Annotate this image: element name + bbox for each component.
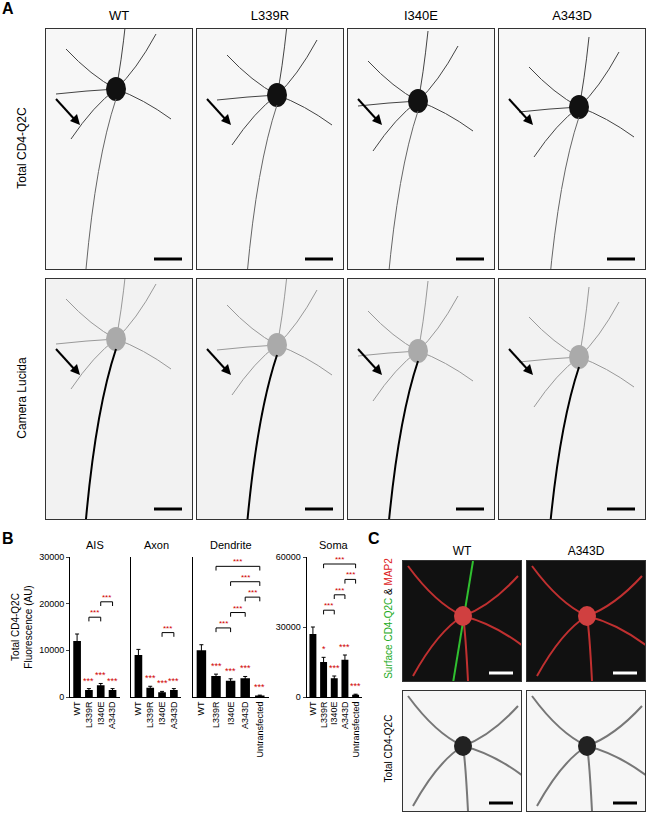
svg-text:WT: WT <box>72 701 82 715</box>
html-text:MAP2: MAP2 <box>382 558 394 586</box>
svg-text:L339R: L339R <box>319 701 329 728</box>
svg-text:L339R: L339R <box>84 701 94 728</box>
html-text:WT: WT <box>452 544 472 558</box>
svg-text:AIS: AIS <box>86 539 104 551</box>
svg-text:***: *** <box>233 557 242 566</box>
svg-text:***: *** <box>157 678 168 688</box>
html-text:A343D: A343D <box>552 8 592 23</box>
html-text:Total CD4-Q2C: Total CD4-Q2C <box>382 714 394 783</box>
svg-text:***: *** <box>329 663 340 673</box>
svg-text:L339R: L339R <box>145 701 155 728</box>
svg-text:WT: WT <box>133 701 143 715</box>
svg-text:***: *** <box>168 676 179 686</box>
svg-text:***: *** <box>241 573 250 582</box>
svg-text:60000: 60000 <box>276 552 301 562</box>
svg-text:***: *** <box>107 676 118 686</box>
html-text:I340E: I340E <box>404 8 438 23</box>
svg-text:I340E: I340E <box>329 702 339 726</box>
svg-text:***: *** <box>163 624 172 633</box>
svg-text:***: *** <box>339 642 350 652</box>
svg-text:30000: 30000 <box>39 552 64 562</box>
svg-text:Untransfected: Untransfected <box>255 702 265 758</box>
svg-text:10000: 10000 <box>39 645 64 655</box>
svg-text:***: *** <box>225 666 236 676</box>
svg-text:Axon: Axon <box>144 539 169 551</box>
html-text:Camera Lucida: Camera Lucida <box>15 357 29 439</box>
svg-text:L339R: L339R <box>211 701 221 728</box>
svg-text:Total CD4-Q2CFluorescence (AU): Total CD4-Q2CFluorescence (AU) <box>10 585 34 668</box>
svg-text:***: *** <box>211 661 222 671</box>
svg-text:30000: 30000 <box>276 622 301 632</box>
svg-text:A343D: A343D <box>169 701 179 729</box>
svg-text:Soma: Soma <box>319 539 349 551</box>
svg-text:***: *** <box>335 555 344 564</box>
svg-text:***: *** <box>346 570 355 579</box>
svg-text:***: *** <box>335 586 344 595</box>
svg-text:***: *** <box>254 682 265 692</box>
html-text:A343D: A343D <box>567 544 605 558</box>
svg-text:A343D: A343D <box>240 701 250 729</box>
html-text:L339R: L339R <box>250 8 290 23</box>
html-text:C: C <box>368 530 380 547</box>
svg-text:I340E: I340E <box>96 702 106 726</box>
html-text:WT: WT <box>108 8 130 23</box>
html-text:Surface CD4-Q2C: Surface CD4-Q2C <box>382 597 394 679</box>
svg-text:WT: WT <box>308 701 318 715</box>
svg-text:***: *** <box>324 601 333 610</box>
svg-text:I340E: I340E <box>157 702 167 726</box>
svg-text:***: *** <box>90 608 99 617</box>
svg-text:***: *** <box>145 673 156 683</box>
svg-text:20000: 20000 <box>39 599 64 609</box>
html-text:B: B <box>2 530 14 547</box>
svg-text:***: *** <box>240 663 251 673</box>
svg-text:Dendrite: Dendrite <box>210 539 252 551</box>
svg-text:***: *** <box>350 681 361 691</box>
svg-text:WT: WT <box>196 701 206 715</box>
svg-text:Untransfected: Untransfected <box>351 702 361 758</box>
svg-text:A343D: A343D <box>107 701 117 729</box>
svg-text:A343D: A343D <box>340 701 350 729</box>
svg-text:***: *** <box>219 619 228 628</box>
html-text:Total CD4-Q2C: Total CD4-Q2C <box>15 107 29 189</box>
svg-text:***: *** <box>102 593 111 602</box>
svg-text:0: 0 <box>296 692 301 702</box>
svg-text:***: *** <box>248 588 257 597</box>
svg-text:I340E: I340E <box>226 702 236 726</box>
svg-text:***: *** <box>95 670 106 680</box>
svg-text:*: * <box>322 644 326 654</box>
svg-text:***: *** <box>83 676 94 686</box>
svg-text:0: 0 <box>59 692 64 702</box>
html-text:A: A <box>2 0 14 17</box>
svg-text:***: *** <box>233 604 242 613</box>
